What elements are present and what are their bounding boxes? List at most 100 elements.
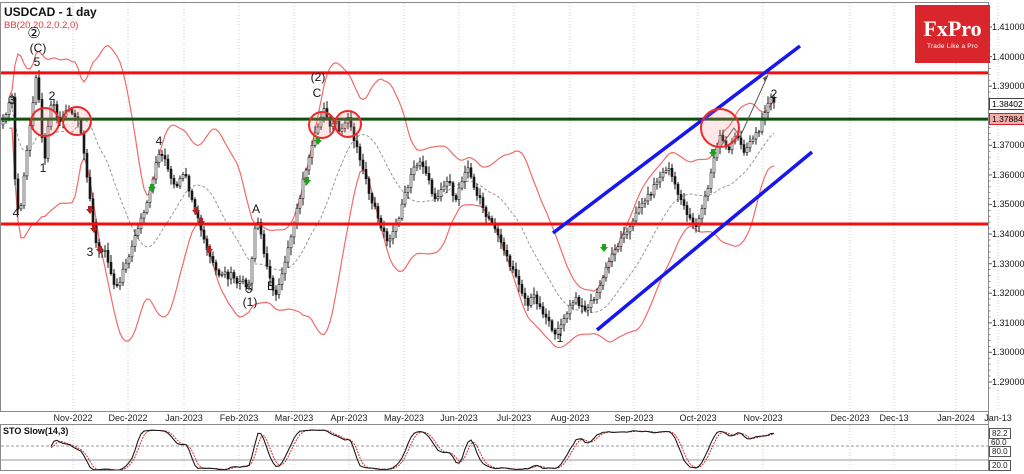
candle-body xyxy=(463,172,467,182)
candle-body xyxy=(406,187,410,193)
stochastic-indicator-label: STO Slow(14,3) xyxy=(3,426,69,436)
candle-body xyxy=(505,250,509,257)
candle-body xyxy=(241,279,245,282)
candle-body xyxy=(589,300,593,308)
price-axis-label: 1.36000 xyxy=(992,169,1024,180)
date-axis-label: Nov-2023 xyxy=(743,413,783,423)
highlight-circle[interactable] xyxy=(62,106,92,136)
candle-body xyxy=(277,284,281,295)
bollinger-indicator-label: BB(20,20.2,0.2,0) xyxy=(4,20,79,31)
candle-body xyxy=(427,173,431,181)
buy-arrow-marker xyxy=(148,184,156,192)
buy-arrow-marker xyxy=(303,177,311,185)
candle-body xyxy=(172,178,176,185)
highlight-circle[interactable] xyxy=(308,111,336,139)
price-axis-label: 1.39000 xyxy=(992,81,1024,92)
candle-body xyxy=(475,187,479,196)
candle-body xyxy=(88,176,92,199)
candle-body xyxy=(178,178,182,187)
candle-body xyxy=(232,272,236,279)
candle-body xyxy=(394,224,398,232)
candle-body xyxy=(340,128,344,132)
wave-label: 1 xyxy=(39,161,47,175)
candle-body xyxy=(310,145,314,158)
price-axis-label: 1.29000 xyxy=(992,376,1024,387)
candle-body xyxy=(679,194,683,200)
candle-body xyxy=(439,189,443,197)
candle-body xyxy=(283,261,287,275)
candle-body xyxy=(343,122,347,129)
candle-body xyxy=(511,266,515,270)
candle-body xyxy=(772,97,776,103)
date-axis-label: Mar-2023 xyxy=(274,413,314,423)
candle-body xyxy=(112,273,116,285)
candle-body xyxy=(391,231,395,240)
candle-body xyxy=(382,227,386,232)
bollinger-middle-line xyxy=(8,107,775,313)
candle-body xyxy=(544,313,548,318)
candle-body xyxy=(130,245,134,258)
date-axis-label: Jan-2023 xyxy=(165,413,203,423)
candle-body xyxy=(637,207,641,214)
candle-body xyxy=(229,272,233,280)
date-axis-label: Dec-2023 xyxy=(830,413,870,423)
wave-label: 4 xyxy=(12,206,20,220)
candle-body xyxy=(244,279,248,288)
wave-label: (2) xyxy=(310,70,326,84)
candle-body xyxy=(124,262,128,270)
candle-body xyxy=(214,262,218,271)
stochastic-axis-label: 60.0 xyxy=(991,438,1007,447)
candle-body xyxy=(646,193,650,202)
candle-body xyxy=(670,168,674,177)
candle-body xyxy=(211,255,215,263)
candle-body xyxy=(556,328,560,335)
candle-body xyxy=(553,329,557,335)
candle-body xyxy=(166,158,170,170)
highlight-circle[interactable] xyxy=(334,110,362,138)
wave-label: 2 xyxy=(48,89,56,103)
candle-body xyxy=(223,271,227,275)
candle-body xyxy=(271,277,275,291)
candle-body xyxy=(640,202,644,208)
candle-body xyxy=(328,116,332,127)
candle-body xyxy=(34,77,38,104)
candle-body xyxy=(601,277,605,286)
price-axis-ticks xyxy=(988,20,992,389)
candle-body xyxy=(109,261,113,275)
candle-body xyxy=(73,113,77,118)
candle-body xyxy=(481,197,485,208)
stochastic-signal-line xyxy=(50,429,775,471)
date-axis-label: Dec-2022 xyxy=(108,413,148,423)
candle-body xyxy=(10,96,14,104)
candle-body xyxy=(706,188,710,197)
candle-body xyxy=(403,191,407,205)
candle-body xyxy=(700,208,704,220)
wave-label: B xyxy=(266,279,276,293)
candle-body xyxy=(220,274,224,276)
candle-body xyxy=(766,102,770,113)
highlight-circle[interactable] xyxy=(700,108,740,148)
candle-body xyxy=(160,153,164,156)
candle-body xyxy=(727,146,731,151)
candle-body xyxy=(364,168,368,180)
candle-body xyxy=(526,298,530,306)
buy-arrow-marker xyxy=(314,137,322,145)
sell-arrow-marker xyxy=(86,206,94,214)
candle-body xyxy=(760,119,764,133)
sell-arrow-marker xyxy=(205,246,213,254)
channel-upper[interactable] xyxy=(551,44,802,235)
candle-body xyxy=(247,282,251,288)
candle-body xyxy=(436,196,440,200)
candle-body xyxy=(121,268,125,283)
candle-body xyxy=(1,121,5,126)
candle-body xyxy=(280,273,284,285)
candle-body xyxy=(55,104,59,118)
highlight-circle[interactable] xyxy=(30,107,60,137)
candle-body xyxy=(625,231,629,235)
channel-lower[interactable] xyxy=(595,150,814,332)
candle-body xyxy=(190,190,194,200)
wave-label: A xyxy=(251,202,261,216)
candle-body xyxy=(652,184,656,196)
